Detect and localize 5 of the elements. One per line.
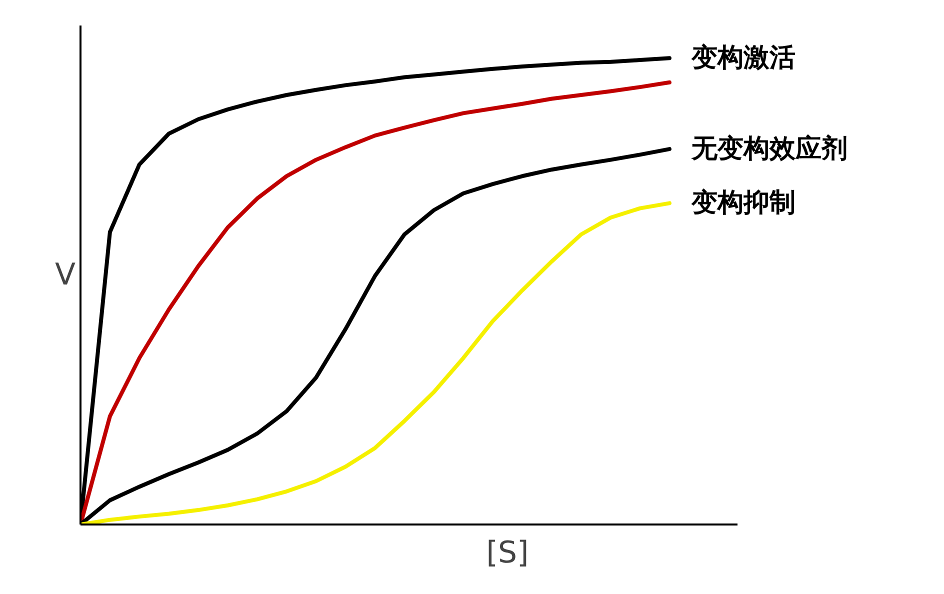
y-axis-title: V xyxy=(54,258,76,292)
series-label: 变构激活 xyxy=(690,43,796,74)
series-label: 无变构效应剂 xyxy=(690,134,848,164)
series-label: 变构抑制 xyxy=(690,188,796,218)
x-axis-title: [S] xyxy=(486,536,529,570)
